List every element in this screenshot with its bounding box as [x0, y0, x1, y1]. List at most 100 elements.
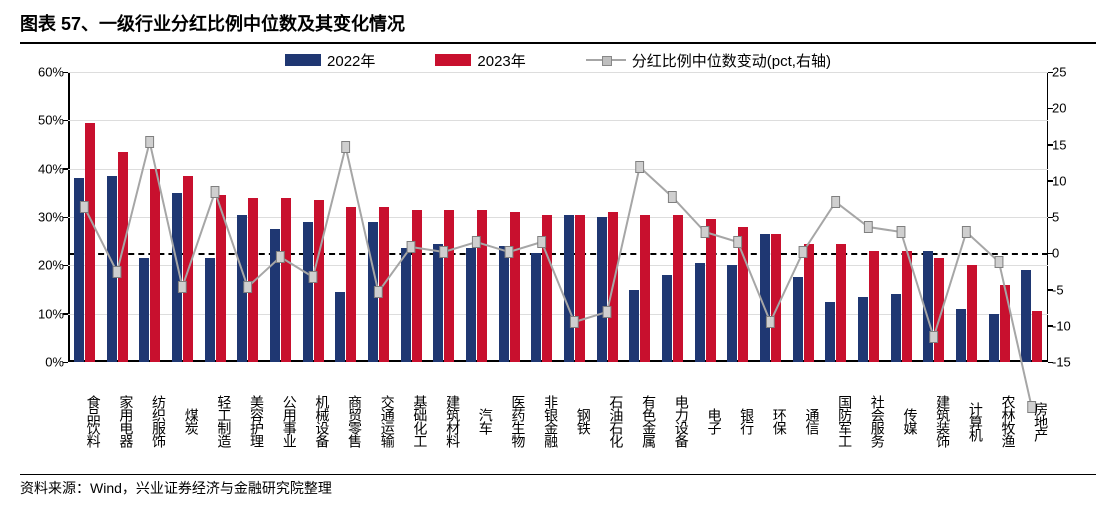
bar-2023	[281, 198, 291, 362]
bar-2022	[662, 275, 672, 362]
bar-2022	[466, 248, 476, 362]
y-left-label: 40%	[24, 161, 64, 176]
x-category-label: 汽车	[460, 366, 493, 476]
bar-2023	[444, 210, 454, 362]
x-category-label: 商贸零售	[329, 366, 362, 476]
legend-label-line: 分红比例中位数变动(pct,右轴)	[632, 50, 831, 71]
bar-2023	[216, 195, 226, 362]
bar-2023	[379, 207, 389, 362]
bar-2023	[346, 207, 356, 362]
bar-2022	[629, 290, 639, 363]
plot-wrap: 0%10%20%30%40%50%60%-15-10-50510152025 食…	[20, 72, 1096, 472]
x-category-label: 房地产	[1015, 366, 1048, 476]
y-right-label: 0	[1052, 246, 1088, 261]
y-left-label: 30%	[24, 210, 64, 225]
x-axis-labels: 食品饮料家用电器纺织服饰煤炭轻工制造美容护理公用事业机械设备商贸零售交通运输基础…	[68, 366, 1048, 476]
bar-2022	[923, 251, 933, 362]
bar-2023	[869, 251, 879, 362]
bar-2022	[368, 222, 378, 362]
category-column	[1015, 72, 1048, 362]
x-category-label: 医药生物	[493, 366, 526, 476]
bar-2022	[793, 277, 803, 362]
bar-2022	[858, 297, 868, 362]
bar-2023	[771, 234, 781, 362]
category-column	[493, 72, 526, 362]
category-column	[656, 72, 689, 362]
x-category-label: 传媒	[885, 366, 918, 476]
y-right-label: 5	[1052, 210, 1088, 225]
x-category-label: 社会服务	[852, 366, 885, 476]
x-category-label: 美容护理	[231, 366, 264, 476]
legend: 2022年 2023年 分红比例中位数变动(pct,右轴)	[20, 48, 1096, 72]
category-column	[362, 72, 395, 362]
bar-2022	[1021, 270, 1031, 362]
bar-2023	[85, 123, 95, 362]
legend-swatch-2023	[435, 54, 471, 66]
category-column	[917, 72, 950, 362]
bar-2023	[412, 210, 422, 362]
bar-2023	[967, 265, 977, 362]
bar-2023	[673, 215, 683, 362]
bar-2023	[738, 227, 748, 362]
bar-2022	[695, 263, 705, 362]
y-left-label: 0%	[24, 355, 64, 370]
y-right-label: 15	[1052, 137, 1088, 152]
category-column	[950, 72, 983, 362]
bar-2022	[597, 217, 607, 362]
x-category-label: 国防军工	[819, 366, 852, 476]
x-category-label: 石油石化	[591, 366, 624, 476]
y-right-label: 20	[1052, 101, 1088, 116]
y-right-label: 25	[1052, 65, 1088, 80]
x-category-label: 交通运输	[362, 366, 395, 476]
bar-2022	[74, 178, 84, 362]
bar-2022	[303, 222, 313, 362]
category-column	[819, 72, 852, 362]
x-category-label: 通信	[787, 366, 820, 476]
category-column	[558, 72, 591, 362]
category-column	[231, 72, 264, 362]
category-column	[68, 72, 101, 362]
bar-2022	[270, 229, 280, 362]
bar-2022	[956, 309, 966, 362]
bar-2023	[314, 200, 324, 362]
category-column	[395, 72, 428, 362]
category-column	[460, 72, 493, 362]
bar-2022	[401, 248, 411, 362]
y-right-label: -10	[1052, 318, 1088, 333]
bar-2023	[934, 258, 944, 362]
category-column	[623, 72, 656, 362]
bar-2023	[1032, 311, 1042, 362]
x-category-label: 非银金融	[525, 366, 558, 476]
bar-2023	[640, 215, 650, 362]
bar-2023	[248, 198, 258, 362]
x-category-label: 银行	[721, 366, 754, 476]
x-category-label: 煤炭	[166, 366, 199, 476]
category-column	[983, 72, 1016, 362]
y-left-label: 60%	[24, 65, 64, 80]
bar-2022	[237, 215, 247, 362]
category-column	[591, 72, 624, 362]
category-column	[525, 72, 558, 362]
x-category-label: 有色金属	[623, 366, 656, 476]
bar-2022	[564, 215, 574, 362]
bar-2023	[183, 176, 193, 362]
bar-2022	[760, 234, 770, 362]
x-category-label: 食品饮料	[68, 366, 101, 476]
x-category-label: 农林牧渔	[983, 366, 1016, 476]
bar-2023	[836, 244, 846, 362]
bar-2022	[107, 176, 117, 362]
x-category-label: 钢铁	[558, 366, 591, 476]
category-column	[166, 72, 199, 362]
bar-2022	[989, 314, 999, 362]
y-left-label: 50%	[24, 113, 64, 128]
bar-2023	[118, 152, 128, 362]
bar-2022	[433, 244, 443, 362]
category-column	[754, 72, 787, 362]
x-category-label: 电子	[689, 366, 722, 476]
x-category-label: 纺织服饰	[133, 366, 166, 476]
legend-label-2022: 2022年	[327, 50, 375, 71]
category-column	[297, 72, 330, 362]
category-column	[199, 72, 232, 362]
category-column	[787, 72, 820, 362]
bar-2022	[891, 294, 901, 362]
